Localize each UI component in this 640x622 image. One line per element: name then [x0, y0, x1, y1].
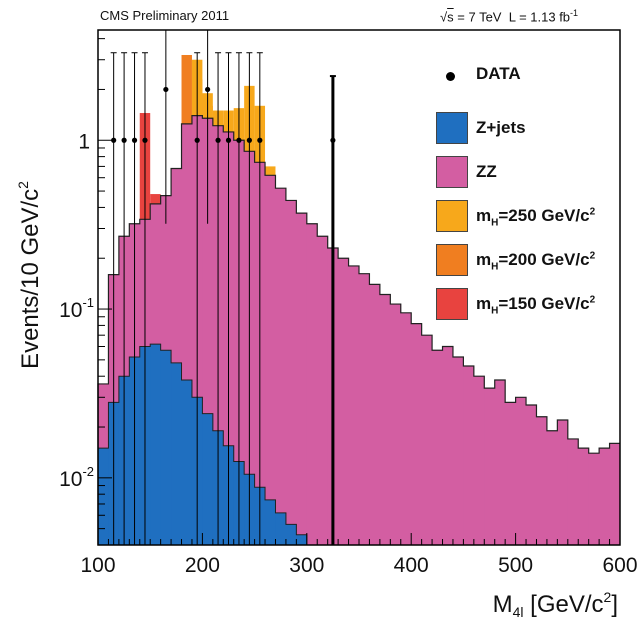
data-point	[111, 137, 117, 143]
legend-label-mh150: mH=150 GeV/c2	[476, 294, 596, 317]
legend-label-zz: ZZ	[476, 162, 497, 181]
legend-item-zz: ZZ	[436, 150, 636, 194]
bar-zjets	[296, 534, 308, 545]
bar-zz	[379, 294, 391, 545]
bar-zz	[421, 335, 433, 545]
bar-zz	[202, 118, 214, 545]
bar-zjets	[265, 499, 276, 545]
x-tick-label: 600	[602, 554, 637, 577]
data-point	[131, 137, 138, 143]
legend-item-mh250: mH=250 GeV/c2	[436, 194, 636, 238]
bar-zz	[536, 416, 548, 545]
mh150-swatch-icon	[436, 288, 468, 320]
bar-zz	[432, 350, 443, 545]
zjets-swatch-icon	[436, 112, 468, 144]
data-point	[121, 137, 127, 143]
bar-zz	[306, 223, 318, 545]
x-tick-label: 400	[394, 554, 429, 577]
bar-zjets	[98, 448, 109, 545]
x-axis-label: M4l [GeV/c2]	[493, 589, 618, 620]
legend-label-zjets: Z+jets	[476, 118, 526, 137]
legend: DATA Z+jets ZZ mH=250 GeV/c2 mH=200 GeV/…	[436, 62, 636, 326]
zz-swatch-icon	[436, 156, 468, 188]
mh250-swatch-icon	[436, 200, 468, 232]
bar-zz	[546, 430, 558, 545]
bar-zjets	[150, 344, 162, 545]
legend-item-mh150: mH=150 GeV/c2	[436, 282, 636, 326]
legend-label-mh200: mH=200 GeV/c2	[476, 250, 596, 273]
y-axis-label: Events/10 GeV/c2	[15, 181, 44, 369]
bar-zz	[390, 304, 402, 545]
bar-zz	[338, 258, 349, 545]
header-left: CMS Preliminary 2011	[100, 8, 230, 23]
legend-item-mh200: mH=200 GeV/c2	[436, 238, 636, 282]
x-tick-label: 500	[498, 554, 533, 577]
zz-outline	[97, 114, 620, 545]
bar-zz	[171, 168, 182, 545]
axis-ticks: 100 200 300 400 500 600 10-2 10-1 1	[59, 38, 638, 577]
bar-zz	[526, 405, 537, 545]
bar-zz	[588, 453, 600, 545]
bar-zz	[557, 420, 569, 545]
legend-label-data: DATA	[476, 64, 521, 83]
data-point	[194, 137, 200, 143]
bar-zz	[411, 323, 423, 545]
data-point	[215, 137, 221, 143]
bar-zz	[400, 312, 412, 545]
legend-item-data: DATA	[436, 62, 636, 106]
bar-zz	[484, 388, 496, 545]
bar-zjets	[202, 413, 214, 545]
data-point	[330, 137, 336, 143]
bar-zz	[599, 448, 610, 545]
data-point	[236, 137, 242, 143]
x-tick-label: 100	[80, 554, 115, 577]
bar-zz	[494, 379, 506, 545]
bar-zz	[285, 200, 297, 545]
bar-zz	[609, 443, 621, 545]
legend-item-zjets: Z+jets	[436, 106, 636, 150]
bar-zz	[463, 365, 475, 545]
header-energy: = 7 TeV	[457, 9, 502, 25]
data-point	[205, 86, 211, 93]
data-points	[110, 29, 336, 545]
bar-zjets	[275, 512, 287, 545]
bar-zz	[265, 175, 276, 545]
x-tick-label: 200	[185, 554, 220, 577]
y-tick-label: 10-2	[59, 464, 94, 491]
bar-zz	[505, 402, 516, 545]
bar-zz	[317, 236, 329, 545]
header-lumi-exp: -1	[570, 8, 579, 18]
data-point	[142, 137, 148, 143]
header-sqrt-s: s	[447, 9, 454, 25]
data-point	[225, 137, 232, 143]
bar-zz	[442, 346, 454, 545]
bar-zz	[359, 273, 370, 545]
header-lumi: L = 1.13 fb	[508, 9, 571, 25]
header-right: √s = 7 TeV L = 1.13 fb-1	[440, 8, 579, 25]
bar-zz	[473, 376, 485, 545]
data-point	[246, 137, 252, 143]
x-tick-label: 300	[289, 554, 324, 577]
data-point	[163, 86, 169, 93]
bar-zz	[275, 188, 287, 545]
bar-zz	[578, 448, 590, 545]
bar-zz	[181, 123, 193, 546]
bar-zjets	[181, 379, 193, 545]
bar-zz	[296, 213, 308, 545]
bar-zz	[452, 356, 464, 545]
legend-label-mh250: mH=250 GeV/c2	[476, 206, 596, 229]
mh200-swatch-icon	[436, 244, 468, 276]
data-point	[257, 137, 263, 143]
bar-zz	[348, 265, 360, 545]
bar-zjets	[285, 524, 297, 545]
bar-zjets	[171, 362, 182, 545]
data-marker-icon	[446, 72, 455, 81]
bar-zz	[515, 397, 527, 545]
bar-zjets	[160, 350, 172, 545]
y-tick-label: 10-1	[59, 295, 94, 322]
bar-zz	[369, 284, 381, 545]
y-tick-label: 1	[78, 130, 90, 153]
bar-zz	[567, 438, 579, 545]
